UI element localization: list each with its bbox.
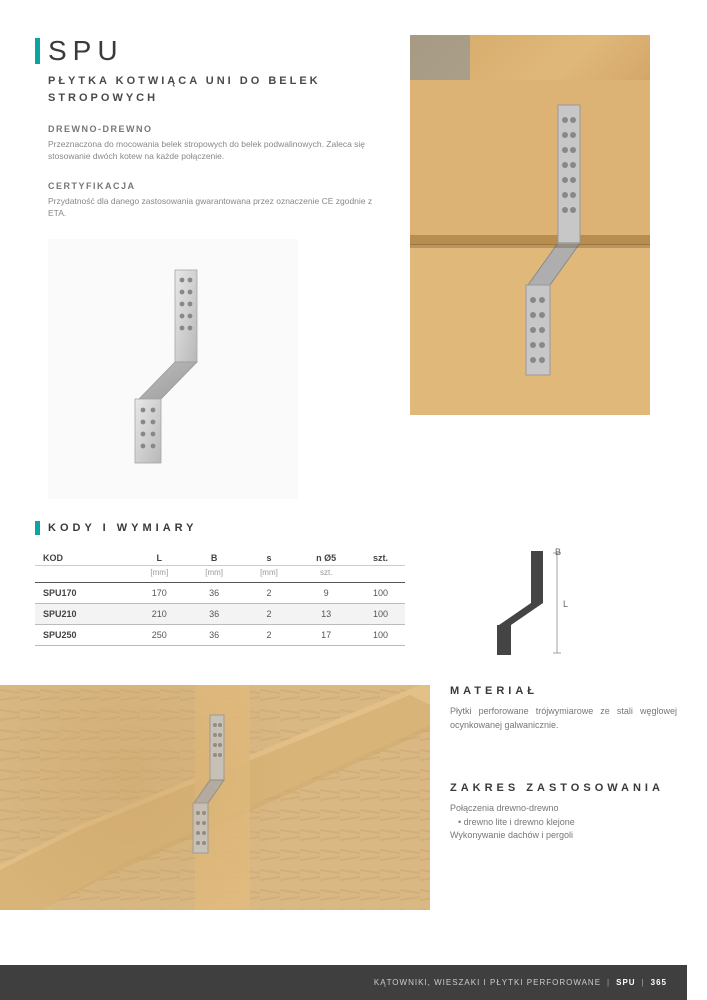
- footer-sep: |: [607, 978, 610, 987]
- usage-line1: Połączenia drewno-drewno: [450, 802, 677, 816]
- usage-bullet: • drewno lite i drewno klejone: [458, 816, 677, 830]
- page-title: SPU: [48, 35, 124, 67]
- col-head: n Ø5: [296, 547, 356, 566]
- col-head: B: [187, 547, 242, 566]
- accent-bar: [35, 521, 40, 535]
- hero-photo: [410, 35, 650, 415]
- col-head: L: [132, 547, 187, 566]
- usage-heading: ZAKRES ZASTOSOWANIA: [450, 782, 677, 794]
- col-unit: [mm]: [187, 566, 242, 583]
- dim-label-b: B: [555, 547, 561, 557]
- col-unit: [356, 566, 405, 583]
- dimensions-table: KOD L B s n Ø5 szt. [mm] [mm] [mm] szt.: [35, 547, 405, 646]
- col-head: KOD: [35, 547, 132, 566]
- col-unit: [mm]: [132, 566, 187, 583]
- page-subtitle-2: STROPOWYCH: [48, 90, 390, 107]
- footer-sep: |: [642, 978, 645, 987]
- intro-section2-label: CERTYFIKACJA: [48, 181, 390, 191]
- col-unit: [mm]: [242, 566, 297, 583]
- table-row: SPU250 250 36 2 17 100: [35, 625, 405, 646]
- col-unit: szt.: [296, 566, 356, 583]
- intro-section2-text: Przydatność dla danego zastosowania gwar…: [48, 195, 380, 220]
- dimensions-diagram: B L: [445, 547, 595, 657]
- application-photo: [0, 685, 430, 910]
- usage-line2: Wykonywanie dachów i pergoli: [450, 829, 677, 843]
- table-row: SPU210 210 36 2 13 100: [35, 604, 405, 625]
- bracket-icon: [113, 264, 233, 474]
- footer-product: SPU: [616, 978, 635, 987]
- col-unit: [35, 566, 132, 583]
- intro-section1-text: Przeznaczona do mocowania belek stropowy…: [48, 138, 380, 163]
- footer-breadcrumb: KĄTOWNIKI, WIESZAKI I PŁYTKI PERFOROWANE: [374, 978, 601, 987]
- material-heading: MATERIAŁ: [450, 685, 677, 697]
- footer-page-number: 365: [651, 978, 667, 987]
- intro-section1-label: DREWNO-DREWNO: [48, 124, 390, 134]
- hero-photo-overlay: [410, 35, 650, 415]
- codes-section-title: KODY I WYMIARY: [48, 522, 198, 534]
- product-render: [48, 239, 298, 499]
- col-head: szt.: [356, 547, 405, 566]
- page-subtitle-1: PŁYTKA KOTWIĄCA UNI DO BELEK: [48, 73, 390, 90]
- material-text: Płytki perforowane trójwymiarowe ze stal…: [450, 705, 677, 732]
- accent-bar: [35, 38, 40, 64]
- page-footer: KĄTOWNIKI, WIESZAKI I PŁYTKI PERFOROWANE…: [0, 965, 687, 1000]
- table-row: SPU170 170 36 2 9 100: [35, 583, 405, 604]
- col-head: s: [242, 547, 297, 566]
- dim-label-l: L: [563, 599, 568, 609]
